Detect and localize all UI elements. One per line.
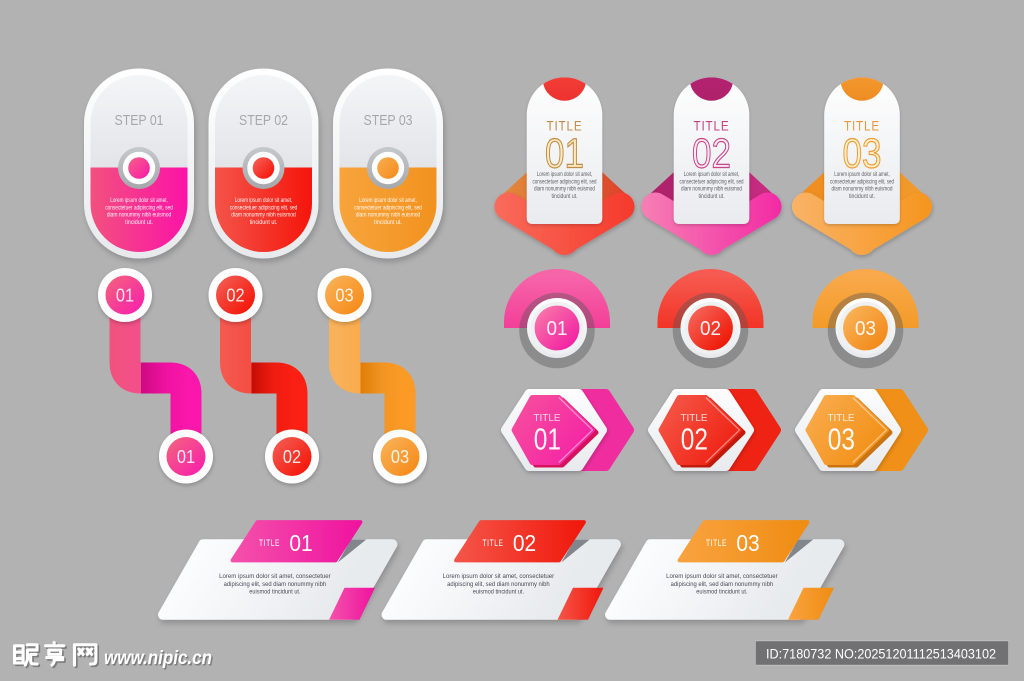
svg-text:adipiscing elit, sed diam nonu: adipiscing elit, sed diam nonummy nibh (447, 581, 550, 588)
svg-text:adipiscing elit, sed diam nonu: adipiscing elit, sed diam nonummy nibh (224, 581, 327, 588)
svg-text:tincidunt ut.: tincidunt ut. (125, 219, 153, 226)
svg-text:consectetuer adipiscing elit,: consectetuer adipiscing elit, sed (230, 204, 298, 211)
svg-text:TITLE: TITLE (547, 118, 583, 134)
svg-text:consectetuer adipiscing elit,: consectetuer adipiscing elit, sed (533, 179, 597, 185)
svg-text:euismod tincidunt ut.: euismod tincidunt ut. (696, 589, 747, 596)
svg-text:Lorem ipsum dolor sit amet,: Lorem ipsum dolor sit amet, (359, 197, 417, 204)
svg-text:diam nonummy nibh euismod: diam nonummy nibh euismod (681, 187, 742, 193)
svg-text:01: 01 (545, 130, 584, 177)
svg-text:consectetuer adipiscing elit,: consectetuer adipiscing elit, sed (680, 179, 744, 185)
svg-text:03: 03 (736, 530, 759, 556)
svg-text:03: 03 (855, 318, 876, 340)
svg-text:02: 02 (681, 421, 708, 456)
svg-text:tincidunt ut.: tincidunt ut. (250, 219, 278, 226)
svg-text:STEP 02: STEP 02 (239, 112, 288, 129)
svg-text:diam nonummy nibh euismod: diam nonummy nibh euismod (534, 187, 595, 193)
svg-text:02: 02 (283, 447, 301, 467)
svg-text:01: 01 (547, 318, 568, 340)
svg-text:diam nonummy nibh euismod: diam nonummy nibh euismod (356, 212, 421, 219)
svg-text:01: 01 (289, 530, 312, 556)
svg-text:03: 03 (828, 421, 855, 456)
svg-text:Lorem ipsum dolor sit amet,: Lorem ipsum dolor sit amet, (235, 197, 293, 204)
svg-text:consectetuer adipiscing elit,: consectetuer adipiscing elit, sed (830, 179, 894, 185)
svg-text:euismod tincidunt ut.: euismod tincidunt ut. (473, 589, 524, 596)
svg-text:diam nonummy nibh euismod: diam nonummy nibh euismod (832, 187, 893, 193)
svg-text:euismod tincidunt ut.: euismod tincidunt ut. (249, 589, 300, 596)
svg-text:consectetuer adipiscing elit,: consectetuer adipiscing elit, sed (354, 204, 422, 211)
svg-text:02: 02 (692, 130, 731, 177)
svg-text:Lorem ipsum dolor sit amet,: Lorem ipsum dolor sit amet, (834, 172, 890, 178)
svg-text:02: 02 (513, 530, 536, 556)
svg-text:Lorem ipsum dolor sit amet, co: Lorem ipsum dolor sit amet, consectetuer (219, 573, 331, 580)
svg-text:02: 02 (700, 318, 721, 340)
svg-text:01: 01 (177, 447, 195, 467)
svg-text:www.nipic.cn: www.nipic.cn (105, 648, 213, 670)
svg-text:tincidunt ut.: tincidunt ut. (552, 194, 578, 200)
svg-text:tincidunt ut.: tincidunt ut. (374, 219, 402, 226)
svg-text:TITLE: TITLE (706, 538, 727, 548)
svg-text:Lorem ipsum dolor sit amet,: Lorem ipsum dolor sit amet, (110, 197, 168, 204)
svg-text:03: 03 (843, 130, 882, 177)
svg-text:Lorem ipsum dolor sit amet,: Lorem ipsum dolor sit amet, (684, 172, 740, 178)
svg-text:TITLE: TITLE (259, 538, 280, 548)
svg-text:TITLE: TITLE (828, 413, 855, 424)
svg-text:tincidunt ut.: tincidunt ut. (699, 194, 725, 200)
svg-text:adipiscing elit, sed diam nonu: adipiscing elit, sed diam nonummy nibh (671, 581, 774, 588)
svg-text:03: 03 (335, 285, 353, 305)
svg-text:STEP 01: STEP 01 (115, 112, 164, 129)
svg-text:TITLE: TITLE (844, 118, 880, 134)
svg-text:STEP 03: STEP 03 (364, 112, 413, 129)
svg-text:TITLE: TITLE (534, 413, 561, 424)
svg-text:TITLE: TITLE (483, 538, 504, 548)
svg-text:Lorem ipsum dolor sit amet,: Lorem ipsum dolor sit amet, (537, 172, 593, 178)
svg-text:tincidunt ut.: tincidunt ut. (849, 194, 875, 200)
svg-text:01: 01 (116, 285, 134, 305)
svg-text:www.nipic.cn: www.nipic.cn (104, 647, 212, 669)
svg-text:ID:7180732 NO:2025120111251340: ID:7180732 NO:20251201112513403102 (766, 647, 996, 662)
svg-text:03: 03 (391, 447, 409, 467)
svg-text:consectetuer adipiscing elit,: consectetuer adipiscing elit, sed (105, 204, 173, 211)
svg-text:diam nonummy nibh euismod: diam nonummy nibh euismod (107, 212, 172, 219)
svg-text:TITLE: TITLE (681, 413, 708, 424)
svg-text:01: 01 (534, 421, 561, 456)
svg-text:02: 02 (226, 285, 244, 305)
svg-text:Lorem ipsum dolor sit amet, co: Lorem ipsum dolor sit amet, consectetuer (443, 573, 555, 580)
svg-text:Lorem ipsum dolor sit amet, co: Lorem ipsum dolor sit amet, consectetuer (666, 573, 778, 580)
svg-text:diam nonummy nibh euismod: diam nonummy nibh euismod (231, 212, 296, 219)
svg-text:TITLE: TITLE (694, 118, 730, 134)
